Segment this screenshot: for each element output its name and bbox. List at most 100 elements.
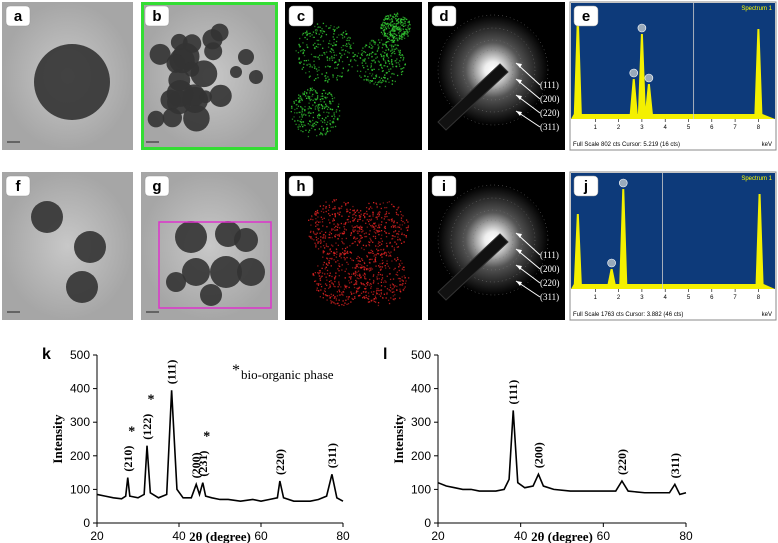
element-dot <box>310 218 312 220</box>
element-dot <box>303 124 305 126</box>
element-dot <box>392 26 394 28</box>
peak-label: (200) <box>531 442 545 468</box>
element-dot <box>377 287 379 290</box>
element-dot <box>361 258 363 260</box>
element-dot <box>322 129 325 131</box>
element-dot <box>400 228 402 230</box>
element-dot <box>296 103 298 106</box>
element-dot <box>329 297 331 299</box>
element-dot <box>389 23 391 25</box>
element-dot <box>378 223 380 225</box>
element-dot <box>318 69 320 71</box>
element-dot <box>341 303 343 306</box>
element-dot <box>322 236 325 238</box>
element-dot <box>402 220 404 223</box>
element-dot <box>325 206 327 208</box>
element-dot <box>387 251 390 253</box>
element-dot <box>339 52 341 54</box>
element-dot <box>354 296 356 298</box>
element-dot <box>321 117 324 120</box>
element-dot <box>321 106 324 108</box>
element-dot <box>397 21 400 23</box>
element-dot <box>390 61 393 63</box>
element-dot <box>334 62 336 64</box>
element-dot <box>391 83 393 85</box>
element-dot <box>336 295 339 297</box>
element-dot <box>335 299 338 301</box>
element-dot <box>371 226 373 228</box>
element-dot <box>382 21 384 24</box>
element-dot <box>328 57 331 60</box>
element-dot <box>306 46 309 48</box>
element-dot <box>308 235 310 237</box>
element-dot <box>360 213 362 215</box>
element-dot <box>400 18 402 20</box>
label-box <box>288 175 314 197</box>
element-dot <box>380 237 382 240</box>
element-dot <box>407 226 409 229</box>
element-dot <box>382 29 385 31</box>
element-dot <box>380 266 382 268</box>
element-dot <box>337 75 339 77</box>
element-dot <box>336 303 338 305</box>
element-dot <box>309 35 311 37</box>
element-dot <box>374 222 376 224</box>
element-dot <box>330 57 332 59</box>
element-dot <box>319 205 322 207</box>
element-dot <box>294 108 296 111</box>
element-dot <box>383 19 385 21</box>
element-dot <box>396 271 398 273</box>
element-dot <box>295 123 297 126</box>
element-dot <box>403 222 406 224</box>
element-dot <box>366 256 369 258</box>
element-dot <box>393 50 395 52</box>
element-dot <box>350 277 352 279</box>
element-dot <box>364 235 366 238</box>
element-dot <box>402 28 404 30</box>
element-dot <box>368 54 371 56</box>
element-dot <box>326 269 329 272</box>
element-dot <box>403 57 405 59</box>
element-dot <box>326 128 328 130</box>
element-dot <box>347 202 349 204</box>
particle <box>168 69 191 92</box>
element-dot <box>354 270 357 273</box>
element-dot <box>314 46 316 49</box>
element-dot <box>356 264 359 266</box>
element-dot <box>324 235 327 237</box>
element-dot <box>359 294 361 296</box>
element-dot <box>354 217 356 220</box>
element-dot <box>393 39 396 42</box>
element-dot <box>345 202 347 205</box>
panel: c <box>285 2 422 150</box>
element-dot <box>297 105 300 107</box>
element-dot <box>356 237 358 240</box>
element-dot <box>336 77 338 79</box>
element-dot <box>320 36 322 39</box>
element-dot <box>396 285 398 288</box>
element-dot <box>407 221 409 223</box>
element-dot <box>315 91 317 93</box>
element-dot <box>379 273 381 276</box>
element-dot <box>310 236 312 238</box>
element-dot <box>315 77 317 80</box>
element-dot <box>291 105 293 108</box>
particle <box>66 271 98 303</box>
element-dot <box>335 199 337 201</box>
element-dot <box>380 293 382 295</box>
element-dot <box>302 92 304 94</box>
element-dot <box>375 254 377 256</box>
element-dot <box>393 299 395 301</box>
element-dot <box>370 63 373 65</box>
element-dot <box>383 59 385 61</box>
element-dot <box>333 112 335 114</box>
element-dot <box>375 245 377 247</box>
y-tick-label: 500 <box>411 348 431 362</box>
element-dot <box>340 207 342 209</box>
y-tick-label: 300 <box>70 415 90 429</box>
element-dot <box>370 66 372 69</box>
element-dot <box>384 32 386 35</box>
element-dot <box>387 219 389 221</box>
element-dot <box>387 49 390 51</box>
element-dot <box>384 227 387 230</box>
